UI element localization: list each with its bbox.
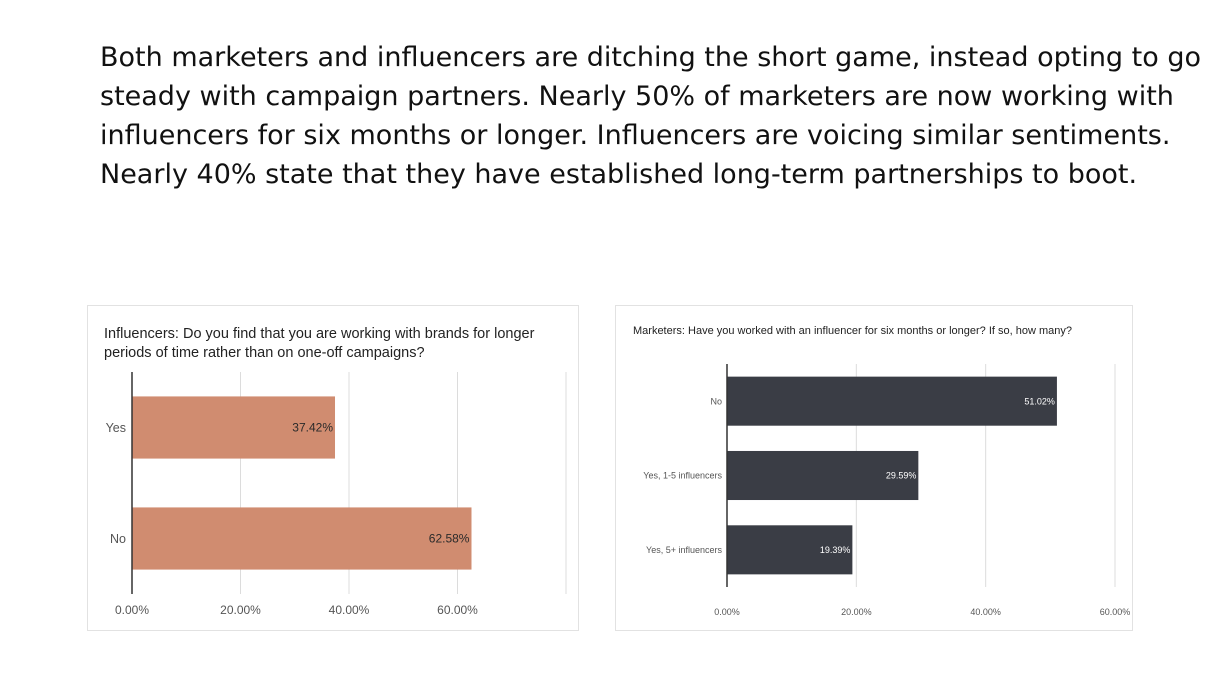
chart-title: Influencers: Do you find that you are wo… bbox=[104, 326, 538, 361]
data-label: 51.02% bbox=[1024, 396, 1055, 406]
x-tick-label: 20.00% bbox=[220, 603, 261, 617]
intro-line: Nearly 40% state that they have establis… bbox=[100, 159, 1138, 190]
bar bbox=[727, 525, 853, 575]
influencers-chart-card: Influencers: Do you find that you are wo… bbox=[87, 305, 579, 631]
category-label: Yes, 5+ influencers bbox=[646, 545, 722, 555]
x-tick-label: 20.00% bbox=[841, 607, 872, 617]
category-label: No bbox=[710, 396, 722, 406]
data-label: 29.59% bbox=[886, 471, 917, 481]
marketers-bar-chart: Marketers: Have you worked with an influ… bbox=[633, 325, 1131, 617]
data-label: 37.42% bbox=[292, 421, 333, 435]
category-label: Yes, 1-5 influencers bbox=[643, 471, 722, 481]
chart-title-line: Influencers: Do you find that you are wo… bbox=[104, 326, 535, 342]
intro-line: steady with campaign partners. Nearly 50… bbox=[100, 81, 1174, 112]
intro-line: Both marketers and influencers are ditch… bbox=[100, 42, 1202, 73]
x-tick-label: 0.00% bbox=[714, 607, 740, 617]
chart-title: Marketers: Have you worked with an influ… bbox=[633, 325, 1072, 337]
x-tick-label: 40.00% bbox=[329, 603, 370, 617]
marketers-chart-card: Marketers: Have you worked with an influ… bbox=[615, 305, 1133, 631]
chart-title-line: periods of time rather than on one-off c… bbox=[104, 345, 425, 361]
intro-line: influencers for six months or longer. In… bbox=[100, 120, 1171, 151]
x-tick-label: 0.00% bbox=[115, 603, 149, 617]
bar bbox=[132, 396, 336, 459]
intro-paragraph: Both marketers and influencers are ditch… bbox=[100, 38, 1202, 194]
bar bbox=[727, 376, 1057, 426]
x-tick-label: 40.00% bbox=[970, 607, 1001, 617]
x-tick-label: 60.00% bbox=[437, 603, 478, 617]
influencers-bar-chart: Influencers: Do you find that you are wo… bbox=[104, 326, 567, 617]
category-label: Yes bbox=[106, 421, 126, 435]
data-label: 19.39% bbox=[820, 545, 851, 555]
bar bbox=[132, 507, 472, 570]
bar bbox=[727, 450, 919, 501]
data-label: 62.58% bbox=[429, 532, 470, 546]
category-label: No bbox=[110, 532, 126, 546]
x-tick-label: 60.00% bbox=[1100, 607, 1131, 617]
